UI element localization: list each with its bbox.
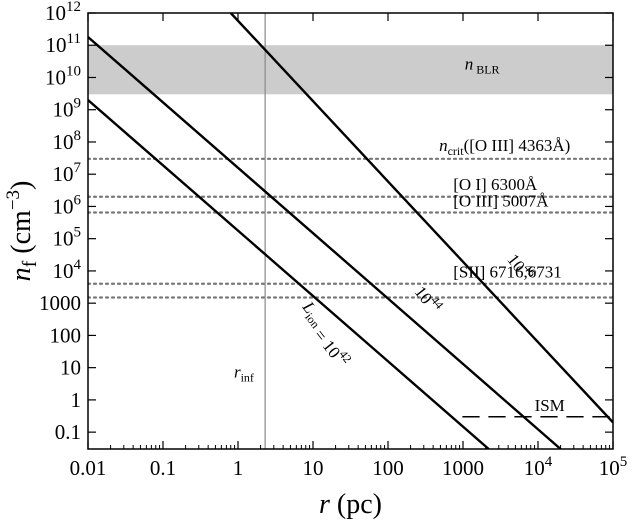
y-tick-label: 0.1	[55, 420, 81, 444]
y-tick-label: 109	[53, 96, 82, 122]
band-label-n-blr: n BLR	[465, 54, 500, 76]
y-tick-label: 104	[53, 257, 82, 283]
y-tick-label: 1	[71, 388, 82, 412]
y-tick-label: 100	[50, 323, 82, 347]
plot-frame	[87, 12, 614, 450]
hline-label-ism: ISM	[535, 396, 565, 415]
y-tick-label: 1012	[45, 0, 81, 25]
x-tick-label: 1	[233, 456, 244, 480]
y-tick-label: 1000	[39, 291, 81, 315]
y-axis-title: nf (cm−3)	[3, 181, 41, 282]
x-axis-title: r (pc)	[319, 489, 382, 520]
y-tick-label: 10	[60, 356, 81, 380]
y-tick-label: 106	[53, 192, 82, 218]
y-tick-label: 1011	[46, 31, 81, 57]
series-line-L44	[88, 36, 562, 449]
x-tick-label: 1000	[442, 456, 484, 480]
tick-layer	[87, 12, 614, 449]
vline-label-r-inf: rinf	[234, 362, 254, 384]
x-tick-label: 0.01	[70, 456, 107, 480]
plot-line-layer	[88, 13, 613, 449]
hline-label-oi-6300: [O I] 6300Å	[453, 175, 538, 194]
x-tick-label: 100	[372, 456, 404, 480]
series-label-L42: Lion = 1042	[292, 297, 358, 371]
hline-label-n-crit-oiii-4363: ncrit([O III] 4363Å)	[439, 136, 570, 158]
hline-label-sii-6731: [SII] 6716,6731	[453, 263, 562, 282]
x-tick-label: 105	[599, 454, 628, 480]
plot-fill-layer	[88, 45, 613, 95]
x-tick-label: 104	[524, 454, 553, 480]
y-tick-label: 108	[53, 128, 82, 154]
label-layer: n BLR ncrit([O III] 4363Å) [O I] 6300Å[O I…	[3, 0, 627, 520]
x-tick-label: 0.1	[150, 456, 176, 480]
hline-label-oiii-5007: [O III] 5007Å	[453, 191, 549, 210]
x-tick-label: 10	[303, 456, 324, 480]
series-label-L44: 1044	[411, 280, 447, 317]
y-tick-label: 105	[53, 225, 82, 251]
series-line-L46	[229, 13, 613, 424]
y-tick-label: 1010	[45, 63, 81, 89]
series-line-L42	[88, 99, 490, 449]
y-tick-label: 107	[53, 160, 82, 186]
band-n-blr	[88, 45, 613, 95]
